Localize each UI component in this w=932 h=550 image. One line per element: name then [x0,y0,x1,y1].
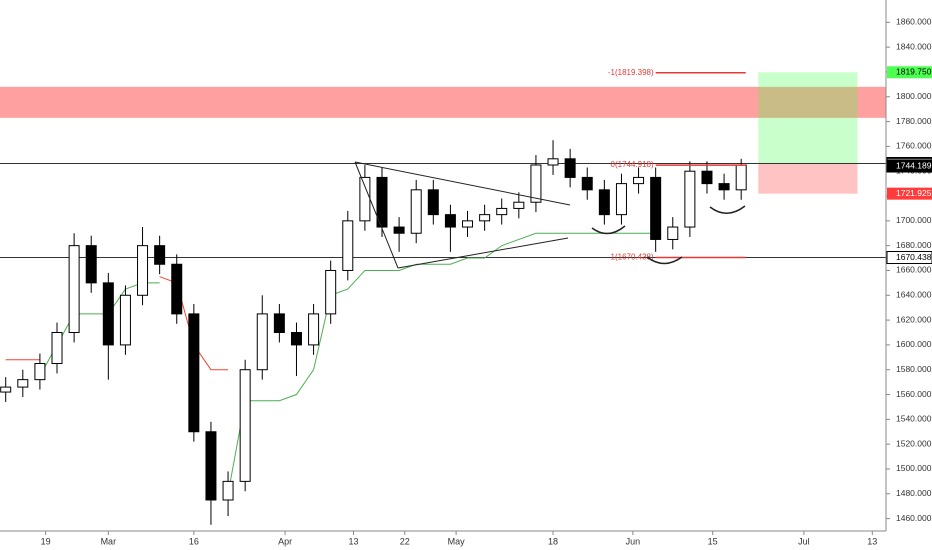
y-tick-label: 1760.000 [896,141,932,151]
candle-body [308,313,320,346]
x-tick-label: Jul [798,536,810,546]
candle-body [342,220,354,271]
price-tag-label: 1670.438 [896,252,932,262]
candle-body [222,480,234,501]
candle-body [427,189,439,216]
candle-body [735,164,747,191]
x-tick-label: 22 [400,536,410,546]
candle-body [376,176,388,228]
candle-body [650,176,662,240]
x-tick-label: Mar [101,536,117,546]
drawings [354,161,746,269]
fib-label: 1(1670.438) [611,253,654,262]
candle-body [85,245,97,284]
loss-box [758,163,858,194]
y-tick-label: 1460.000 [896,513,932,523]
candle-body [359,176,371,222]
candle-body [581,176,593,191]
candle-body [290,331,302,346]
candle-body [171,263,183,315]
price-tag-label: 1744.189 [896,160,932,170]
candle-body [34,363,46,381]
resistance-zone [0,86,886,118]
candle-body [137,245,149,296]
candle-body [547,158,559,166]
candle-body [684,170,696,228]
candle-body [325,269,337,315]
x-tick-label: Apr [278,536,292,546]
candle-body [718,183,730,191]
y-tick-label: 1660.000 [896,265,932,275]
plot-layer: -1(1819.398) 0(1744.918) 1(1670.438) [0,68,886,525]
candle-body [51,331,63,365]
price-tag-label: 1721.925 [896,188,932,198]
candle-body [273,313,285,333]
candle-body [667,226,679,240]
profit-box [758,72,858,164]
arc [709,205,746,214]
arc [591,225,626,235]
y-axis-bg [887,0,932,550]
candle-body [701,170,713,185]
y-tick-label: 1640.000 [896,290,932,300]
candle-body [530,164,542,203]
x-tick-label: 13 [348,536,358,546]
y-tick-label: 1700.000 [896,215,932,225]
y-tick-label: 1840.000 [896,41,932,51]
y-tick-label: 1480.000 [896,488,932,498]
arc [646,256,683,265]
candle-body [256,313,268,371]
fib-label: -1(1819.398) [608,68,654,77]
y-tick-label: 1780.000 [896,116,932,126]
candle-body [410,189,422,234]
candle-body [0,386,12,393]
candle-body [479,214,491,222]
candle-body [68,245,80,333]
x-tick-label: 18 [548,536,558,546]
candle-body [496,207,508,216]
x-tick-label: May [448,536,466,546]
fib-label: 0(1744.918) [611,160,654,169]
price-tag-label: 1819.750 [896,67,932,77]
y-tick-label: 1680.000 [896,240,932,250]
x-axis-bg [0,532,886,550]
price-tag [887,187,932,200]
y-tick-label: 1500.000 [896,463,932,473]
candle-body [633,176,645,185]
candle-body [188,313,200,433]
x-tick-label: 13 [867,536,877,546]
price-tag [887,66,932,79]
candle-body [239,369,251,482]
y-tick-label: 1520.000 [896,438,932,448]
price-tag [886,251,932,265]
y-tick-label: 1860.000 [896,17,932,27]
y-tick-label: 1580.000 [896,364,932,374]
candle-body [513,201,525,209]
candle-body [462,220,474,228]
candle-body [102,282,114,346]
candle-body [598,189,610,216]
triangle [354,161,571,269]
price-tag [886,159,932,173]
x-tick-label: 16 [189,536,199,546]
candle-body [119,294,131,346]
y-tick-label: 1620.000 [896,314,932,324]
candle-body [17,379,29,388]
y-tick-label: 1800.000 [896,91,932,101]
x-tick-label: 19 [41,536,51,546]
y-tick-label: 1540.000 [896,414,932,424]
x-tick-label: Jun [626,536,641,546]
candle-body [444,214,456,228]
candle-body [615,183,627,216]
candle-body [393,226,405,234]
candle-body [154,245,166,265]
candle-body [205,431,217,501]
y-tick-label: 1600.000 [896,339,932,349]
y-tick-label: 1560.000 [896,389,932,399]
x-tick-label: 15 [708,536,718,546]
candle-body [564,158,576,178]
